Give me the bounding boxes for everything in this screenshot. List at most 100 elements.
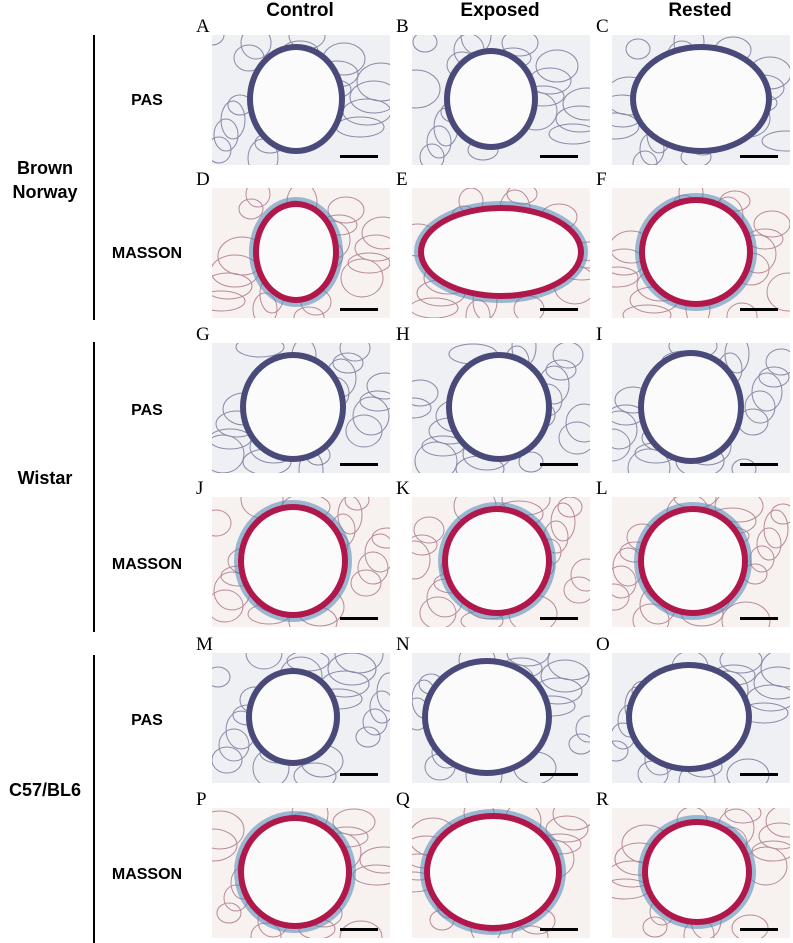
micrograph-panel-h: [412, 343, 590, 473]
scale-bar: [540, 773, 578, 776]
scale-bar: [740, 617, 778, 620]
airway-lumen: [430, 819, 556, 925]
micrograph-panel-e: [412, 188, 590, 318]
micrograph-panel-n: [412, 653, 590, 783]
scale-bar: [740, 155, 778, 158]
group-label-brown-norway: Brown Norway: [0, 156, 90, 204]
airway-lumen: [428, 664, 546, 770]
scale-bar: [740, 463, 778, 466]
micrograph-image: [612, 35, 790, 165]
airway-lumen: [424, 211, 578, 293]
panel-letter-c: C: [596, 16, 609, 37]
column-header-rested: Rested: [668, 0, 732, 21]
scale-bar: [340, 928, 378, 931]
panel-letter-r: R: [596, 789, 609, 810]
micrograph-image: [412, 653, 590, 783]
micrograph-panel-j: [212, 497, 390, 627]
panel-letter-h: H: [396, 324, 410, 345]
airway-lumen: [644, 512, 742, 610]
airway-lumen: [244, 510, 342, 612]
micrograph-image: [612, 653, 790, 783]
scale-bar: [340, 155, 378, 158]
micrograph-image: [612, 188, 790, 318]
airway-lumen: [645, 203, 747, 301]
scale-bar: [540, 308, 578, 311]
scale-bar: [340, 308, 378, 311]
airway-lumen: [644, 356, 738, 458]
panel-letter-k: K: [396, 478, 410, 499]
group-label-line1: Brown: [17, 158, 73, 178]
micrograph-image: [212, 808, 390, 938]
micrograph-panel-i: [612, 343, 790, 473]
micrograph-image: [612, 343, 790, 473]
micrograph-panel-q: [412, 808, 590, 938]
group-divider-wistar: [93, 342, 95, 632]
panel-letter-l: L: [596, 478, 608, 499]
airway-lumen: [452, 358, 546, 456]
micrograph-panel-l: [612, 497, 790, 627]
micrograph-panel-c: [612, 35, 790, 165]
group-label-c57bl6: C57/BL6: [0, 778, 90, 802]
scale-bar: [540, 463, 578, 466]
group-divider-brown-norway: [93, 35, 95, 320]
group-label-line1: Wistar: [17, 468, 73, 488]
micrograph-panel-k: [412, 497, 590, 627]
airway-lumen: [252, 674, 334, 760]
micrograph-image: [212, 343, 390, 473]
group-divider-c57bl6: [93, 655, 95, 943]
scale-bar: [340, 617, 378, 620]
panel-letter-m: M: [196, 634, 213, 655]
airway-lumen: [636, 50, 766, 148]
scale-bar: [340, 773, 378, 776]
stain-label-masson: MASSON: [111, 556, 183, 573]
airway-lumen: [448, 512, 546, 610]
airway-lumen: [253, 50, 339, 148]
stain-label-pas: PAS: [131, 402, 163, 419]
micrograph-panel-a: [212, 35, 390, 165]
group-label-wistar: Wistar: [0, 466, 90, 490]
panel-letter-a: A: [196, 16, 210, 37]
panel-letter-b: B: [396, 16, 409, 37]
airway-lumen: [632, 668, 746, 766]
airway-lumen: [259, 207, 333, 297]
micrograph-image: [212, 35, 390, 165]
group-label-line1: C57/BL6: [8, 780, 82, 800]
column-header-exposed: Exposed: [460, 0, 540, 21]
micrograph-image: [212, 653, 390, 783]
scale-bar: [740, 308, 778, 311]
micrograph-panel-f: [612, 188, 790, 318]
micrograph-panel-g: [212, 343, 390, 473]
panel-letter-i: I: [596, 324, 603, 345]
panel-letter-p: P: [196, 789, 207, 810]
micrograph-panel-r: [612, 808, 790, 938]
scale-bar: [540, 155, 578, 158]
panel-letter-g: G: [196, 324, 210, 345]
stain-label-masson: MASSON: [111, 866, 183, 883]
panel-letter-n: N: [396, 634, 410, 655]
scale-bar: [540, 928, 578, 931]
panel-letter-o: O: [596, 634, 610, 655]
panel-letter-j: J: [196, 478, 204, 499]
micrograph-image: [212, 188, 390, 318]
panel-letter-q: Q: [396, 789, 410, 810]
micrograph-panel-o: [612, 653, 790, 783]
micrograph-image: [212, 497, 390, 627]
scale-bar: [740, 773, 778, 776]
airway-lumen: [648, 825, 746, 919]
airway-lumen: [450, 54, 532, 144]
scale-bar: [340, 463, 378, 466]
micrograph-image: [612, 497, 790, 627]
stain-label-pas: PAS: [131, 712, 163, 729]
panel-letter-d: D: [196, 169, 210, 190]
micrograph-image: [412, 188, 590, 318]
stain-label-pas: PAS: [131, 92, 163, 109]
micrograph-panel-b: [412, 35, 590, 165]
scale-bar: [540, 617, 578, 620]
column-header-control: Control: [266, 0, 334, 21]
micrograph-panel-d: [212, 188, 390, 318]
micrograph-image: [412, 343, 590, 473]
airway-lumen: [246, 358, 340, 456]
micrograph-panel-p: [212, 808, 390, 938]
group-label-line2: Norway: [12, 182, 78, 202]
micrograph-panel-m: [212, 653, 390, 783]
